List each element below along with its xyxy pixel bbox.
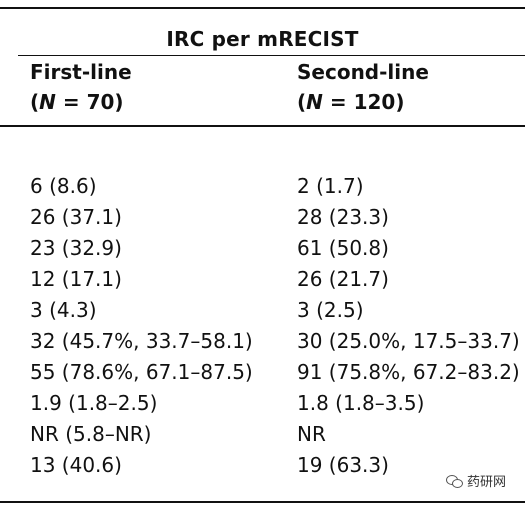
cell-first-line: 55 (78.6%, 67.1–87.5) — [30, 360, 253, 384]
cell-first-line: 26 (37.1) — [30, 205, 122, 229]
cell-second-line: NR — [297, 422, 326, 446]
cell-first-line: 1.9 (1.8–2.5) — [30, 391, 158, 415]
table-bottom-rule — [0, 501, 525, 503]
header-bottom-rule — [0, 125, 525, 127]
chat-bubbles-icon — [445, 474, 463, 488]
column-header-name: Second-line — [297, 60, 429, 84]
cell-second-line: 30 (25.0%, 17.5–33.7) — [297, 329, 520, 353]
table-row: 1.9 (1.8–2.5) 1.8 (1.8–3.5) — [0, 388, 525, 419]
column-header-name: First-line — [30, 60, 132, 84]
table-row: 3 (4.3) 3 (2.5) — [0, 295, 525, 326]
cell-first-line: 3 (4.3) — [30, 298, 97, 322]
table-row: 32 (45.7%, 33.7–58.1) 30 (25.0%, 17.5–33… — [0, 326, 525, 357]
column-header-second-line: Second-line (N = 120) — [297, 57, 429, 117]
table-row: 26 (37.1) 28 (23.3) — [0, 202, 525, 233]
cell-first-line: 6 (8.6) — [30, 174, 97, 198]
cell-first-line: 13 (40.6) — [30, 453, 122, 477]
cell-second-line: 28 (23.3) — [297, 205, 389, 229]
group-title-underline — [18, 55, 525, 56]
cell-second-line: 19 (63.3) — [297, 453, 389, 477]
table-row: NR (5.8–NR) NR — [0, 419, 525, 450]
watermark: 药研网 — [442, 470, 509, 491]
table-row: 23 (32.9) 61 (50.8) — [0, 233, 525, 264]
cell-first-line: 23 (32.9) — [30, 236, 122, 260]
column-header-n: (N = 120) — [297, 90, 405, 114]
cell-second-line: 1.8 (1.8–3.5) — [297, 391, 425, 415]
column-group-title: IRC per mRECIST — [166, 27, 359, 51]
cell-second-line: 2 (1.7) — [297, 174, 364, 198]
watermark-text: 药研网 — [466, 475, 506, 490]
cell-first-line: NR (5.8–NR) — [30, 422, 152, 446]
cell-second-line: 26 (21.7) — [297, 267, 389, 291]
table-row: 6 (8.6) 2 (1.7) — [0, 171, 525, 202]
table-row: 12 (17.1) 26 (21.7) — [0, 264, 525, 295]
column-header-first-line: First-line (N = 70) — [30, 57, 132, 117]
table-body: 6 (8.6) 2 (1.7) 26 (37.1) 28 (23.3) 23 (… — [0, 171, 525, 481]
cell-second-line: 91 (75.8%, 67.2–83.2) — [297, 360, 520, 384]
cell-first-line: 32 (45.7%, 33.7–58.1) — [30, 329, 253, 353]
cell-second-line: 3 (2.5) — [297, 298, 364, 322]
cell-first-line: 12 (17.1) — [30, 267, 122, 291]
table-row: 55 (78.6%, 67.1–87.5) 91 (75.8%, 67.2–83… — [0, 357, 525, 388]
table-row: 13 (40.6) 19 (63.3) — [0, 450, 525, 481]
cell-second-line: 61 (50.8) — [297, 236, 389, 260]
column-header-n: (N = 70) — [30, 90, 124, 114]
table-top-rule — [0, 7, 525, 9]
